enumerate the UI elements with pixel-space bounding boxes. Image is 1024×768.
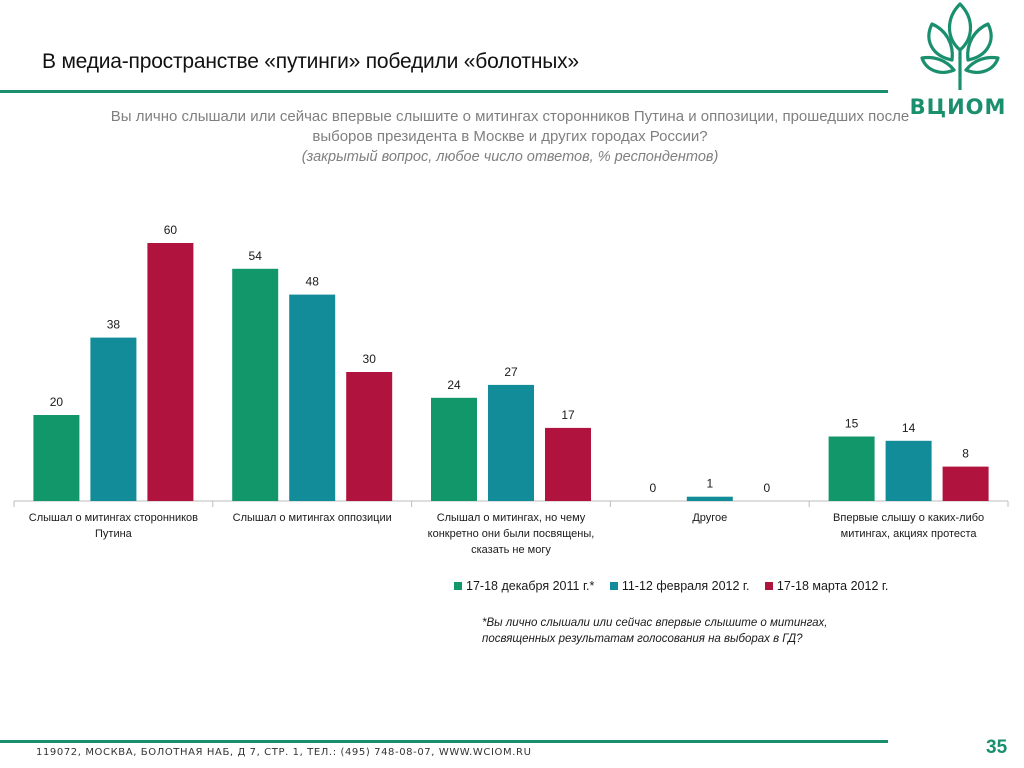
question-text: Вы лично слышали или сейчас впервые слыш… [110, 108, 910, 145]
survey-question: Вы лично слышали или сейчас впервые слыш… [100, 107, 920, 167]
category-label-5: Впервые слышу о каких-либо митингах, акц… [833, 512, 985, 540]
legend-label-series-1: 17-18 декабря 2011 г.* [466, 579, 595, 593]
slide-title: В медиа-пространстве «путинги» победили … [42, 50, 579, 73]
legend-item-series-1: 17-18 декабря 2011 г.* [454, 579, 594, 593]
data-label-series-3-cat-5: 8 [962, 447, 969, 461]
bar-series-2-cat-1 [90, 337, 137, 501]
legend-item-series-2: 11-12 февраля 2012 г. [609, 579, 750, 593]
legend-label-series-2: 11-12 февраля 2012 г. [621, 579, 750, 593]
bar-series-1-cat-5 [828, 436, 875, 501]
wciom-tree-icon [920, 2, 1000, 90]
data-label-series-2-cat-4: 1 [706, 477, 713, 491]
bar-series-2-cat-2 [289, 294, 336, 501]
footnote: *Вы лично слышали или сейчас впервые слы… [482, 617, 828, 645]
data-label-series-3-cat-1: 60 [164, 223, 178, 237]
footer-address: 119072, МОСКВА, БОЛОТНАЯ НАБ, Д 7, СТР. … [36, 747, 532, 758]
legend-label-series-3: 17-18 марта 2012 г. [776, 579, 889, 593]
data-label-series-2-cat-5: 14 [902, 421, 916, 435]
bar-series-3-cat-1 [147, 243, 194, 501]
legend-swatch-series-2 [609, 582, 618, 590]
category-label-1: Слышал о митингах сторонников Путина [28, 512, 199, 540]
data-label-series-1-cat-5: 15 [845, 417, 859, 431]
data-label-series-1-cat-1: 20 [50, 395, 64, 409]
data-label-series-1-cat-3: 24 [447, 378, 461, 392]
bar-series-3-cat-2 [346, 372, 393, 501]
bar-series-1-cat-2 [232, 268, 279, 501]
legend-swatch-series-3 [764, 582, 773, 590]
data-label-series-1-cat-2: 54 [249, 249, 263, 263]
bar-series-3-cat-5 [942, 466, 989, 501]
data-label-series-3-cat-2: 30 [363, 352, 377, 366]
legend-item-series-3: 17-18 марта 2012 г. [764, 579, 889, 593]
bottom-divider [0, 740, 888, 743]
page-number: 35 [986, 737, 1008, 758]
bar-series-1-cat-1 [33, 415, 80, 501]
bar-series-2-cat-3 [488, 384, 534, 501]
bar-series-2-cat-5 [885, 440, 932, 501]
category-label-2: Слышал о митингах оппозиции [232, 512, 392, 524]
bar-series-1-cat-3 [431, 397, 477, 501]
question-note: (закрытый вопрос, любое число ответов, %… [301, 149, 719, 165]
chart-legend: 17-18 декабря 2011 г.* 11-12 февраля 201… [454, 579, 900, 593]
legend-swatch-series-1 [454, 582, 462, 590]
data-label-series-3-cat-3: 17 [561, 408, 575, 422]
category-label-3: Слышал о митингах, но чему конкретно они… [427, 512, 595, 556]
top-divider [0, 90, 888, 93]
bar-series-3-cat-3 [545, 427, 591, 501]
category-label-4: Другое [692, 512, 728, 524]
data-label-series-3-cat-4: 0 [763, 481, 770, 495]
data-label-series-1-cat-4: 0 [649, 481, 656, 495]
bar-series-2-cat-4 [686, 496, 733, 501]
data-label-series-2-cat-2: 48 [306, 275, 320, 289]
logo-text: ВЦИОМ [909, 95, 1007, 119]
data-label-series-2-cat-1: 38 [107, 318, 121, 332]
data-label-series-2-cat-3: 27 [504, 365, 518, 379]
